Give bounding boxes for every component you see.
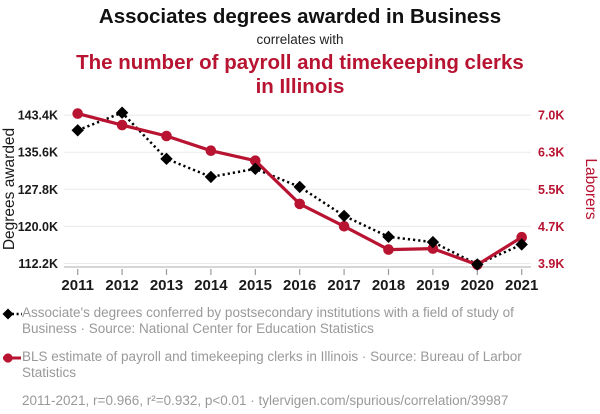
chart-legend: Associate's degrees conferred by postsec…	[0, 298, 600, 409]
data-point-laborers	[294, 198, 306, 210]
chart-title: Associates degrees awarded in Business	[98, 5, 502, 28]
x-tick-label: 2013	[150, 277, 183, 294]
x-tick-label: 2012	[105, 277, 138, 294]
chart-area: 2011 2012 2013 2014 2015 2016 2017 2018 2019 2020…	[0, 98, 600, 298]
x-tick-label: 2018	[372, 277, 405, 294]
black-diamond-dotted-line-icon	[2, 305, 22, 325]
data-point-laborers	[72, 108, 83, 119]
x-tick-label: 2017	[327, 277, 360, 294]
left-tick-label: 127.8K	[18, 183, 58, 197]
dual-axis-line-chart: 2011 2012 2013 2014 2015 2016 2017 2018 2019 2020…	[1, 106, 599, 294]
data-point-degrees	[426, 235, 440, 249]
series-markers-degrees	[71, 106, 528, 271]
right-tick-label: 6.3K	[538, 146, 564, 160]
x-tick-label: 2021	[505, 277, 538, 294]
data-point-laborers	[205, 145, 217, 156]
data-point-degrees	[515, 238, 528, 251]
left-axis-ticks: 143.4K 135.6K 127.8K 120.0K 112.2K	[18, 109, 58, 271]
x-tick-label: 2014	[194, 277, 228, 294]
legend-item-laborers: BLS estimate of payroll and timekeeping …	[2, 349, 600, 381]
data-point-laborers	[383, 244, 394, 255]
red-circle-solid-line-icon	[2, 349, 22, 369]
data-point-laborers	[250, 155, 261, 166]
data-point-laborers	[338, 221, 350, 232]
data-point-degrees	[249, 162, 262, 176]
series-markers-laborers	[72, 108, 527, 271]
right-tick-label: 4.7K	[538, 220, 564, 234]
chart-header: Associates degrees awarded in Business c…	[0, 0, 600, 98]
data-point-degrees	[71, 124, 84, 137]
legend-label-laborers: BLS estimate of payroll and timekeeping …	[22, 349, 522, 380]
data-point-degrees	[337, 209, 351, 223]
x-tick-label: 2016	[283, 277, 316, 294]
right-tick-label: 5.5K	[538, 183, 564, 197]
left-tick-label: 143.4K	[18, 109, 58, 123]
right-tick-label: 7.0K	[538, 109, 564, 123]
correlates-with-text: correlates with	[256, 32, 344, 47]
x-tick-label: 2015	[239, 277, 272, 294]
x-tick-label: 2011	[61, 277, 94, 294]
left-tick-label: 112.2K	[18, 257, 58, 271]
data-point-laborers	[427, 243, 439, 254]
data-point-laborers	[516, 231, 527, 243]
x-tick-label: 2019	[416, 277, 449, 294]
data-point-laborers	[161, 130, 172, 142]
x-tick-label: 2020	[461, 277, 494, 294]
x-axis	[64, 266, 531, 275]
left-tick-label: 135.6K	[18, 146, 58, 160]
legend-item-degrees: Associate's degrees conferred by postsec…	[2, 305, 600, 337]
data-point-degrees	[382, 230, 395, 244]
x-tick-labels: 2011 2012 2013 2014 2015 2016 2017 2018 2019 2020…	[61, 277, 538, 294]
data-point-degrees	[471, 258, 484, 271]
right-axis-title: Laborers	[582, 158, 599, 219]
left-tick-label: 120.0K	[18, 220, 58, 234]
right-tick-label: 3.9K	[538, 257, 564, 271]
data-point-degrees	[160, 152, 173, 166]
data-point-degrees	[293, 180, 306, 194]
stats-footer: 2011-2021, r=0.966, r²=0.932, p<0.01 · t…	[22, 393, 509, 408]
data-point-laborers	[116, 119, 128, 131]
data-point-degrees	[204, 170, 218, 184]
chart-red-subtitle: The number of payroll and timekeeping cl…	[76, 51, 524, 98]
series-line-degrees	[77, 111, 523, 266]
right-axis-ticks: 7.0K 6.3K 5.5K 4.7K 3.9K	[538, 109, 564, 271]
left-axis-title: Degrees awarded	[1, 128, 18, 250]
legend-label-degrees: Associate's degrees conferred by postsec…	[22, 305, 514, 336]
